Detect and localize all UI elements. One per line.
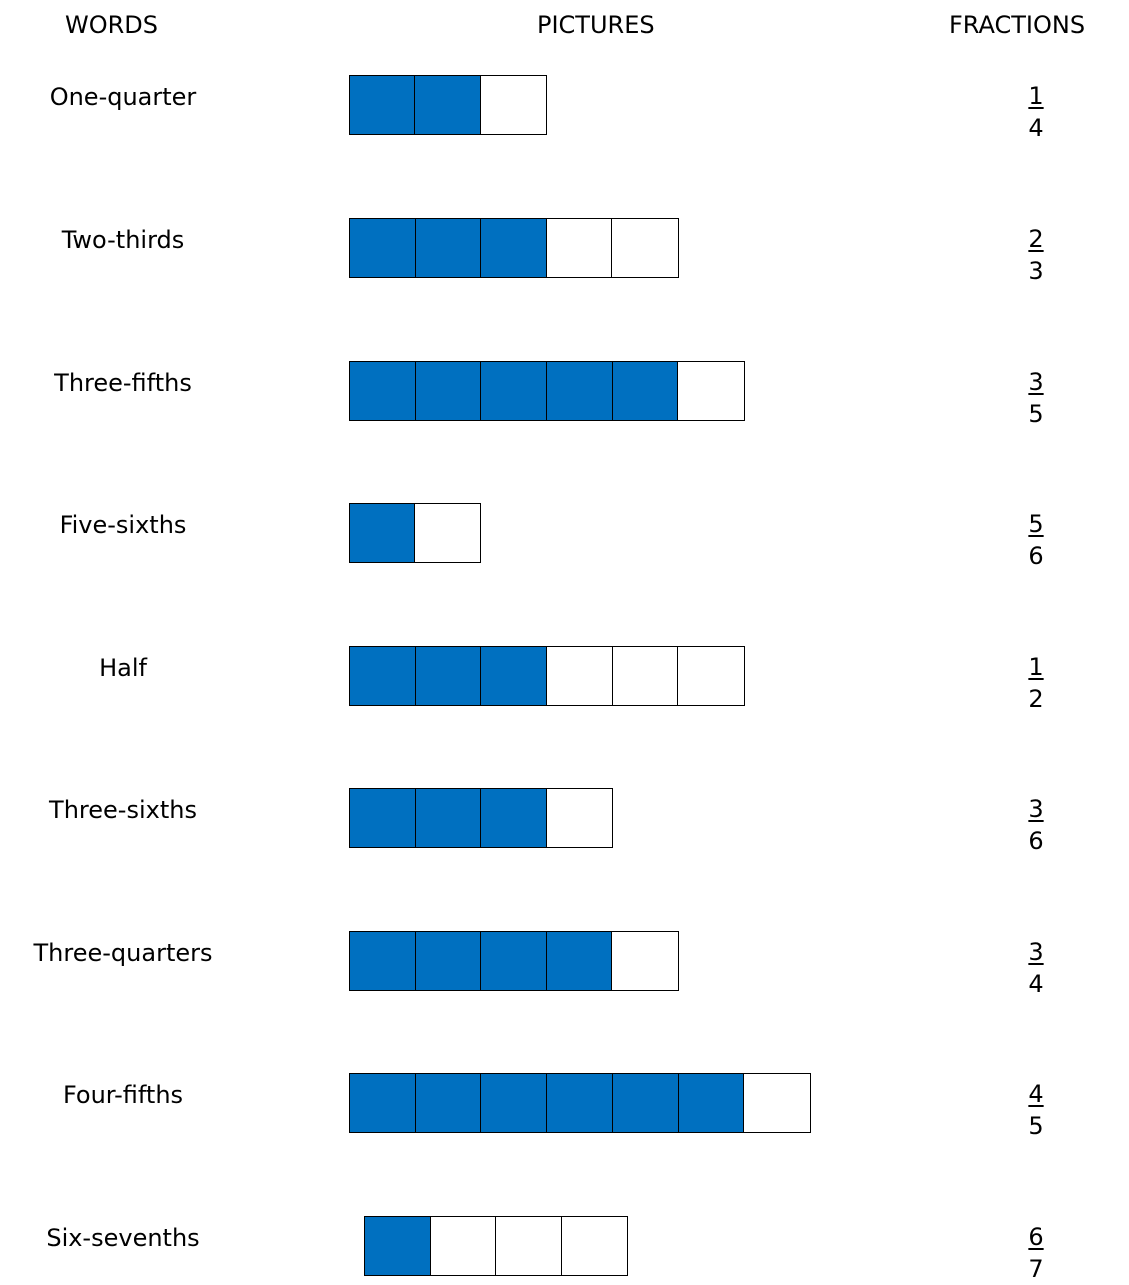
filled-cell — [481, 1074, 548, 1132]
fraction-numerator: 4 — [1028, 1080, 1044, 1108]
fraction-denominator: 4 — [1028, 114, 1044, 142]
word-label: Half — [99, 654, 147, 682]
empty-cell — [678, 647, 744, 705]
filled-cell — [365, 1217, 431, 1275]
word-label: Two-thirds — [61, 226, 185, 254]
fraction-denominator: 6 — [1028, 542, 1044, 570]
empty-cell — [613, 647, 679, 705]
filled-cell — [350, 219, 416, 277]
filled-cell — [612, 1074, 679, 1132]
fraction-denominator: 5 — [1028, 400, 1044, 428]
filled-cell — [612, 362, 679, 420]
fraction-bar — [349, 503, 481, 563]
empty-cell — [415, 504, 480, 562]
filled-cell — [415, 932, 482, 990]
fraction-numerator: 1 — [1028, 653, 1044, 681]
fraction-numerator: 2 — [1028, 225, 1044, 253]
empty-cell — [547, 789, 613, 847]
empty-cell — [744, 1074, 810, 1132]
empty-cell — [481, 76, 546, 134]
fraction-bar — [349, 75, 547, 135]
filled-cell — [415, 789, 481, 847]
empty-cell — [547, 647, 613, 705]
word-label: Five-sixths — [59, 511, 187, 539]
fraction-numerator: 3 — [1028, 368, 1044, 396]
fraction-numerator: 6 — [1028, 1223, 1044, 1251]
fraction-bar — [349, 1073, 811, 1133]
fraction-numerator: 1 — [1028, 82, 1044, 110]
filled-cell — [350, 362, 416, 420]
word-label: Three-sixths — [49, 796, 197, 824]
filled-cell — [547, 1074, 613, 1132]
word-label: Three-quarters — [33, 939, 213, 967]
filled-cell — [415, 219, 482, 277]
filled-cell — [350, 504, 415, 562]
fraction-numerator: 3 — [1028, 938, 1044, 966]
fraction-bar — [349, 646, 745, 706]
empty-cell — [431, 1217, 496, 1275]
filled-cell — [678, 1074, 745, 1132]
word-label: One-quarter — [49, 83, 197, 111]
filled-cell — [415, 1074, 482, 1132]
filled-cell — [481, 647, 548, 705]
filled-cell — [481, 932, 547, 990]
filled-cell — [415, 362, 482, 420]
word-label: Six-sevenths — [46, 1224, 200, 1252]
filled-cell — [350, 1074, 416, 1132]
filled-cell — [350, 647, 416, 705]
fractions-header: FRACTIONS — [949, 11, 1086, 39]
fraction-denominator: 7 — [1028, 1255, 1044, 1283]
filled-cell — [415, 647, 482, 705]
filled-cell — [415, 76, 481, 134]
empty-cell — [562, 1217, 628, 1275]
fraction-bar — [349, 931, 679, 991]
word-label: Four-fifths — [62, 1081, 184, 1109]
fraction-denominator: 2 — [1028, 685, 1044, 713]
fraction-denominator: 4 — [1028, 970, 1044, 998]
fraction-denominator: 5 — [1028, 1112, 1044, 1140]
filled-cell — [547, 362, 613, 420]
filled-cell — [546, 932, 613, 990]
fraction-denominator: 6 — [1028, 827, 1044, 855]
fraction-numerator: 5 — [1028, 510, 1044, 538]
pictures-header: PICTURES — [537, 11, 655, 39]
empty-cell — [612, 219, 678, 277]
empty-cell — [678, 362, 744, 420]
fraction-numerator: 3 — [1028, 795, 1044, 823]
filled-cell — [350, 932, 416, 990]
fraction-bar — [349, 361, 745, 421]
fraction-bar — [349, 218, 679, 278]
filled-cell — [350, 76, 416, 134]
fraction-bar — [364, 1216, 628, 1276]
words-header: WORDS — [65, 11, 159, 39]
word-label: Three-fifths — [54, 369, 192, 397]
fraction-denominator: 3 — [1028, 257, 1044, 285]
empty-cell — [547, 219, 613, 277]
filled-cell — [481, 789, 547, 847]
fraction-bar — [349, 788, 613, 848]
empty-cell — [612, 932, 678, 990]
empty-cell — [496, 1217, 562, 1275]
filled-cell — [481, 219, 547, 277]
filled-cell — [350, 789, 416, 847]
filled-cell — [481, 362, 548, 420]
